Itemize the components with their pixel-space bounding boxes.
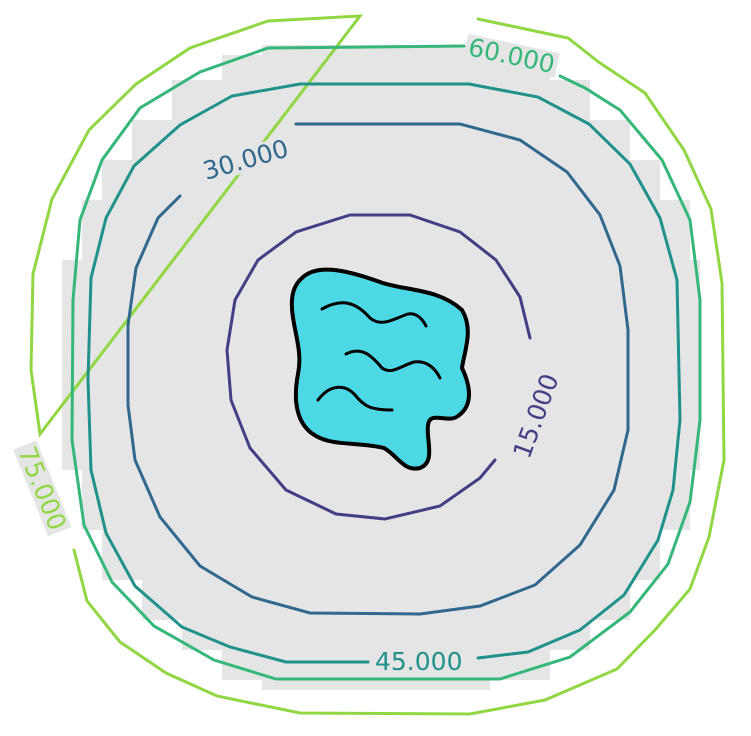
label-gap bbox=[372, 649, 466, 674]
contour-line-75 bbox=[29, 14, 726, 716]
water-pool-body bbox=[289, 267, 471, 471]
water-pool-icon bbox=[289, 267, 471, 471]
water-wave-2 bbox=[344, 349, 442, 380]
contour-line-15 bbox=[225, 213, 532, 521]
contour-line-30 bbox=[126, 122, 630, 616]
contour-label-45: 45.000 bbox=[375, 647, 462, 676]
label-gap bbox=[463, 33, 560, 78]
label-gap bbox=[13, 440, 72, 537]
label-gap bbox=[508, 367, 564, 465]
water-wave-3 bbox=[316, 385, 394, 412]
water-wave-1 bbox=[320, 301, 428, 328]
contour-lines bbox=[29, 14, 726, 716]
contour-line-45 bbox=[86, 82, 682, 664]
contour-line-60 bbox=[70, 44, 702, 681]
label-gap bbox=[197, 134, 295, 185]
